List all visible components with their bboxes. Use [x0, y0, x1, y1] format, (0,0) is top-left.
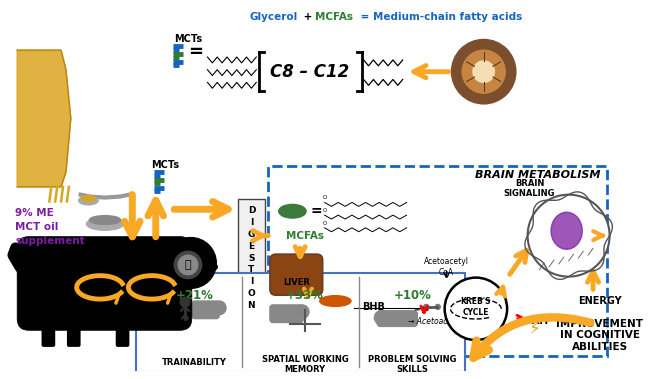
Text: → Acetoacetate: → Acetoacetate	[408, 316, 467, 326]
Text: +33%: +33%	[286, 289, 324, 302]
FancyBboxPatch shape	[115, 316, 129, 347]
Ellipse shape	[79, 196, 98, 205]
Text: D
I
G
E
S
T
I
O
N: D I G E S T I O N	[248, 206, 255, 310]
Text: TRAINABILITY: TRAINABILITY	[162, 358, 227, 366]
Text: +10%: +10%	[393, 289, 432, 302]
Circle shape	[178, 255, 198, 275]
Text: O: O	[323, 208, 327, 213]
Text: 9% ME
MCT oil
supplement: 9% ME MCT oil supplement	[15, 208, 85, 246]
Text: =: =	[188, 43, 203, 61]
Circle shape	[174, 251, 201, 279]
Polygon shape	[17, 50, 71, 187]
FancyBboxPatch shape	[270, 254, 323, 295]
FancyBboxPatch shape	[378, 311, 417, 326]
Text: 🧠: 🧠	[185, 260, 191, 270]
Text: O: O	[323, 196, 327, 200]
Circle shape	[445, 277, 507, 340]
Circle shape	[166, 238, 216, 288]
Text: BHB: BHB	[362, 302, 385, 312]
Text: C8: C8	[551, 197, 564, 205]
Circle shape	[462, 50, 505, 93]
Text: KREB'S
CYCLE: KREB'S CYCLE	[461, 297, 491, 316]
Text: +: +	[300, 12, 320, 22]
Text: Acetoacetyl
CoA: Acetoacetyl CoA	[424, 257, 469, 277]
FancyBboxPatch shape	[42, 316, 55, 347]
Text: =: =	[310, 204, 321, 218]
Polygon shape	[188, 243, 207, 270]
Ellipse shape	[319, 296, 351, 306]
Text: BRAIN METABOLISM: BRAIN METABOLISM	[475, 170, 601, 180]
FancyBboxPatch shape	[268, 166, 607, 356]
Circle shape	[436, 304, 440, 309]
Circle shape	[213, 301, 226, 315]
Text: = Medium-chain fatty acids: = Medium-chain fatty acids	[357, 12, 522, 22]
Text: Glycerol: Glycerol	[250, 12, 298, 22]
Ellipse shape	[551, 212, 582, 249]
Text: ENERGY: ENERGY	[578, 296, 622, 306]
FancyBboxPatch shape	[238, 199, 265, 352]
FancyBboxPatch shape	[270, 305, 303, 323]
Circle shape	[473, 61, 494, 82]
Text: BRAIN
SIGNALING: BRAIN SIGNALING	[504, 179, 555, 199]
Text: PROBLEM SOLVING
SKILLS: PROBLEM SOLVING SKILLS	[368, 355, 457, 374]
Text: SPATIAL WORKING
MEMORY: SPATIAL WORKING MEMORY	[262, 355, 348, 374]
FancyBboxPatch shape	[192, 301, 219, 319]
Text: MCTs: MCTs	[174, 34, 202, 44]
Circle shape	[180, 297, 190, 307]
Text: +21%: +21%	[176, 289, 214, 302]
Ellipse shape	[198, 262, 217, 272]
Text: MCFAs: MCFAs	[315, 12, 353, 22]
Text: ⚡: ⚡	[529, 320, 541, 338]
Text: LIVER: LIVER	[283, 277, 310, 287]
FancyBboxPatch shape	[17, 236, 192, 330]
Ellipse shape	[279, 204, 306, 218]
Ellipse shape	[82, 196, 95, 202]
Text: O: O	[323, 221, 327, 226]
Text: C10: C10	[551, 209, 570, 218]
Ellipse shape	[89, 216, 121, 224]
Text: MCFAs: MCFAs	[286, 231, 323, 241]
Text: IMPROVEMENT
IN COGNITIVE
ABILITIES: IMPROVEMENT IN COGNITIVE ABILITIES	[556, 319, 644, 352]
Circle shape	[451, 39, 516, 104]
FancyBboxPatch shape	[136, 273, 465, 372]
Circle shape	[424, 304, 428, 309]
Text: MCTs: MCTs	[151, 160, 180, 169]
Circle shape	[295, 305, 309, 319]
Circle shape	[527, 195, 610, 277]
FancyBboxPatch shape	[141, 316, 155, 347]
Text: ATP: ATP	[531, 316, 552, 326]
Text: C12: C12	[551, 222, 570, 231]
Ellipse shape	[86, 218, 123, 230]
Text: C8 – C12: C8 – C12	[271, 63, 350, 81]
Circle shape	[374, 311, 388, 324]
FancyBboxPatch shape	[67, 316, 81, 347]
